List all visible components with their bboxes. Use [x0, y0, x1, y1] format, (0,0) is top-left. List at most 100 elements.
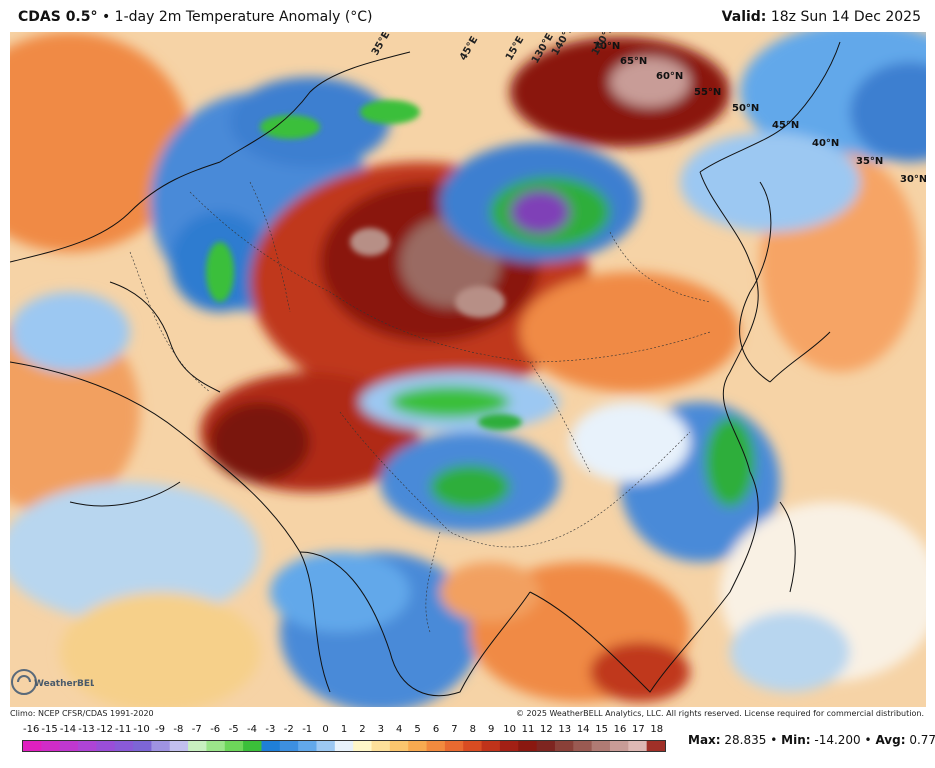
colorbar-swatch: [59, 741, 79, 751]
product-title: 1-day 2m Temperature Anomaly (°C): [114, 9, 373, 25]
colorbar-swatch: [169, 741, 189, 751]
colorbar-tick-label: 10: [503, 724, 516, 735]
colorbar-swatch: [188, 741, 207, 751]
colorbar-tick-label: 18: [650, 724, 664, 735]
header-bar: CDAS 0.5° • 1-day 2m Temperature Anomaly…: [0, 0, 935, 32]
colorbar-swatch: [408, 741, 428, 751]
colorbar-swatch: [628, 741, 648, 751]
lat-label-65: 65°N: [620, 56, 648, 67]
stats-sep-2: •: [864, 733, 872, 747]
lat-label-30: 30°N: [900, 174, 926, 185]
colorbar-labels: -16 -15 -14 -13 -12 -11 -10 -9 -8 -7 -6 -5 -4 -3 -2 -1 0…: [22, 724, 666, 738]
colorbar-swatch: [481, 741, 501, 751]
colorbar-swatch: [133, 741, 152, 751]
colorbar-tick-label: 15: [595, 724, 608, 735]
colorbar-swatch: [536, 741, 556, 751]
colorbar-tick-label: -11: [115, 724, 132, 735]
colorbar-tick-label: 9: [488, 724, 495, 735]
colorbar-tick-label: -13: [78, 724, 95, 735]
colorbar-swatch: [23, 741, 42, 751]
colorbar-swatch: [591, 741, 611, 751]
lat-label-60: 60°N: [656, 71, 684, 82]
colorbar-swatch: [96, 741, 116, 751]
colorbar-swatch: [353, 741, 373, 751]
colorbar-tick-label: 2: [359, 724, 366, 735]
stats-readout: Max: 28.835 • Min: -14.200 • Avg: 0.771: [688, 733, 935, 747]
colorbar-swatch: [334, 741, 354, 751]
colorbar-tick-label: -15: [41, 724, 58, 735]
colorbar-swatch: [224, 741, 244, 751]
colorbar-swatch: [518, 741, 538, 751]
colorbar-tick-label: -7: [191, 724, 202, 735]
colorbar-tick-label: -16: [23, 724, 40, 735]
colorbar-tick-label: 7: [451, 724, 458, 735]
colorbar-swatch: [444, 741, 464, 751]
stats-sep-1: •: [770, 733, 778, 747]
colorbar-tick-label: 12: [540, 724, 553, 735]
colorbar-swatch: [573, 741, 593, 751]
lat-label-35: 35°N: [856, 156, 884, 167]
valid-value: 18z Sun 14 Dec 2025: [770, 9, 921, 25]
anomaly-detail: [206, 100, 522, 430]
title-bullet: •: [101, 9, 111, 25]
lat-label-40: 40°N: [812, 138, 840, 149]
colorbar-swatch: [371, 741, 391, 751]
colorbar-swatch: [298, 741, 317, 751]
colorbar-swatch: [463, 741, 483, 751]
colorbar-tick-label: 6: [432, 724, 440, 735]
colorbar-tick-label: -14: [59, 724, 77, 735]
copyright-note: © 2025 WeatherBELL Analytics, LLC. All r…: [516, 709, 924, 718]
colorbar-swatch: [609, 741, 629, 751]
lat-label-70: 70°N: [593, 41, 621, 52]
colorbar-tick-label: 5: [414, 724, 421, 735]
colorbar-tick-label: 17: [632, 724, 645, 735]
colorbar-tick-label: -12: [96, 724, 113, 735]
colorbar-swatch: [206, 741, 226, 751]
map-canvas: [10, 32, 926, 707]
colorbar-tick-label: 1: [340, 724, 348, 735]
climo-note: Climo: NCEP CFSR/CDAS 1991-2020: [10, 709, 154, 718]
colorbar-swatch: [316, 741, 336, 751]
colorbar-tick-label: -5: [228, 724, 239, 735]
min-value: -14.200: [814, 733, 861, 747]
weatherbell-logo: WeatherBELL: [11, 669, 94, 695]
lat-label-50: 50°N: [732, 103, 760, 114]
valid-time: Valid: 18z Sun 14 Dec 2025: [722, 9, 921, 25]
colorbar-tick-label: -4: [247, 724, 257, 735]
colorbar-swatch: [151, 741, 171, 751]
colorbar-swatch: [41, 741, 61, 751]
colorbar-tick-label: 8: [469, 724, 476, 735]
colorbar-tick-label: 3: [377, 724, 384, 735]
avg-label: Avg:: [875, 733, 906, 747]
colorbar-swatch: [646, 741, 665, 751]
colorbar-tick-label: 16: [613, 724, 627, 735]
colorbar-tick-label: -9: [155, 724, 165, 735]
country-borders: [129, 181, 711, 633]
chart-title: CDAS 0.5° • 1-day 2m Temperature Anomaly…: [18, 9, 373, 25]
colorbar-tick-label: -8: [173, 724, 184, 735]
colorbar-tick-label: -3: [265, 724, 276, 735]
coastlines: [10, 41, 841, 697]
colorbar-tick-label: -1: [302, 724, 313, 735]
colorbar-tick-label: -2: [283, 724, 294, 735]
colorbar: [22, 740, 666, 752]
colorbar-swatch: [261, 741, 281, 751]
colorbar-tick-label: -6: [210, 724, 221, 735]
colorbar-swatch: [78, 741, 97, 751]
colorbar-tick-label: -10: [133, 724, 150, 735]
lat-label-55: 55°N: [694, 87, 722, 98]
model-name: CDAS 0.5°: [18, 9, 98, 25]
colorbar-tick-label: 14: [576, 724, 590, 735]
colorbar-tick-label: 13: [558, 724, 572, 735]
anomaly-field: [10, 32, 926, 707]
colorbar-swatch: [389, 741, 409, 751]
colorbar-swatch: [114, 741, 134, 751]
colorbar-swatch: [426, 741, 446, 751]
avg-value: 0.771: [909, 733, 935, 747]
colorbar-swatch: [554, 741, 574, 751]
min-label: Min:: [781, 733, 811, 747]
valid-label: Valid:: [721, 9, 767, 25]
logo-text: WeatherBELL: [34, 679, 94, 689]
colorbar-tick-label: 4: [396, 724, 403, 735]
max-value: 28.835: [724, 733, 767, 747]
